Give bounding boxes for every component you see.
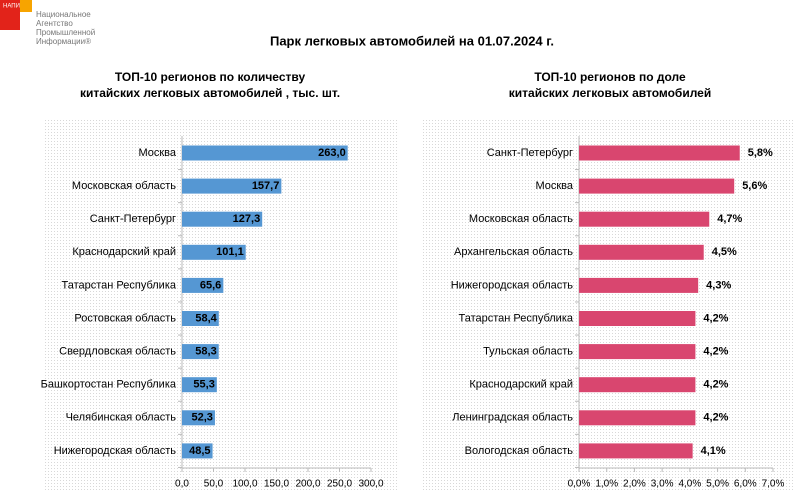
logo-line: Промышленной [36,28,95,37]
y-tick-label: Татарстан Республика [458,312,573,324]
y-tick-label: Ростовская область [74,312,176,324]
x-tick-label: 7,0% [762,479,785,490]
bar [182,377,217,393]
chart-subtitle: ТОП-10 регионов по количеству [115,70,306,84]
y-tick-label: Тульская область [483,346,573,358]
x-tick-label: 1,0% [595,479,618,490]
data-label: 4,5% [712,246,737,258]
y-tick-label: Татарстан Республика [61,279,176,291]
data-label: 263,0 [318,147,346,159]
y-tick-label: Ленинградская область [452,412,573,424]
bar [579,145,740,161]
data-label: 4,2% [703,312,728,324]
y-tick-label: Башкортостан Республика [41,379,177,391]
data-label: 4,2% [703,412,728,424]
data-label: 5,6% [742,180,767,192]
y-tick-label: Архангельская область [454,246,573,258]
bar [579,211,710,227]
x-tick-label: 300,0 [358,479,383,490]
logo-line: Национальное [36,10,91,19]
x-tick-label: 200,0 [295,479,320,490]
data-label: 58,4 [195,312,217,324]
bar [182,178,282,194]
data-label: 4,7% [717,213,742,225]
x-tick-label: 0,0% [568,479,591,490]
data-label: 52,3 [192,412,213,424]
data-label: 55,3 [193,379,214,391]
bar [182,344,219,360]
x-tick-label: 100,0 [232,479,257,490]
logo-line: Информации® [36,37,91,46]
logo-red [0,0,20,30]
bar [182,311,219,326]
bar [579,244,704,260]
data-label: 4,2% [703,379,728,391]
bar [579,344,696,360]
y-tick-label: Краснодарский край [72,246,176,258]
y-tick-label: Москва [138,147,176,159]
data-label: 65,6 [200,279,221,291]
y-tick-label: Свердловская область [59,346,176,358]
data-label: 4,3% [706,279,731,291]
logo-line: Агентство [36,19,73,28]
bar [579,410,696,426]
y-tick-label: Вологодская область [465,445,574,457]
x-tick-label: 6,0% [734,479,757,490]
data-label: 157,7 [252,180,280,192]
x-tick-label: 3,0% [651,479,674,490]
bar [579,443,693,459]
bar [579,277,699,293]
page-title: Парк легковых автомобилей на 01.07.2024 … [270,33,554,48]
chart-subtitle: китайских легковых автомобилей [509,86,711,100]
logo-badge: НАПИ [3,4,20,10]
data-label: 101,1 [216,246,244,258]
y-tick-label: Санкт-Петербург [90,213,176,225]
y-tick-label: Краснодарский край [469,379,573,391]
data-label: 127,3 [233,213,261,225]
x-tick-label: 0,0 [175,479,189,490]
logo-orange [20,0,32,12]
data-label: 5,8% [748,147,773,159]
y-tick-label: Нижегородская область [451,279,574,291]
y-tick-label: Московская область [469,213,573,225]
bar [182,244,246,260]
x-tick-label: 4,0% [678,479,701,490]
bar [182,211,263,227]
bar [182,410,215,426]
data-label: 58,3 [195,346,216,358]
bar [182,277,224,293]
bar [182,443,213,459]
plot-panel [423,120,793,492]
x-tick-label: 50,0 [204,479,224,490]
y-tick-label: Санкт-Петербург [487,147,573,159]
data-label: 48,5 [189,445,210,457]
bar [579,311,696,326]
x-tick-label: 2,0% [623,479,646,490]
bar [182,145,348,161]
bar [579,178,735,194]
x-tick-label: 150,0 [264,479,289,490]
data-label: 4,1% [701,445,726,457]
x-tick-label: 250,0 [327,479,352,490]
data-label: 4,2% [703,346,728,358]
plot-panel [45,120,397,492]
chart-subtitle: ТОП-10 регионов по доле [534,70,686,84]
y-tick-label: Нижегородская область [54,445,177,457]
y-tick-label: Челябинская область [66,412,177,424]
y-tick-label: Москва [535,180,573,192]
bar [579,377,696,393]
x-tick-label: 5,0% [706,479,729,490]
chart-subtitle: китайских легковых автомобилей , тыс. шт… [80,86,340,100]
y-tick-label: Московская область [72,180,176,192]
